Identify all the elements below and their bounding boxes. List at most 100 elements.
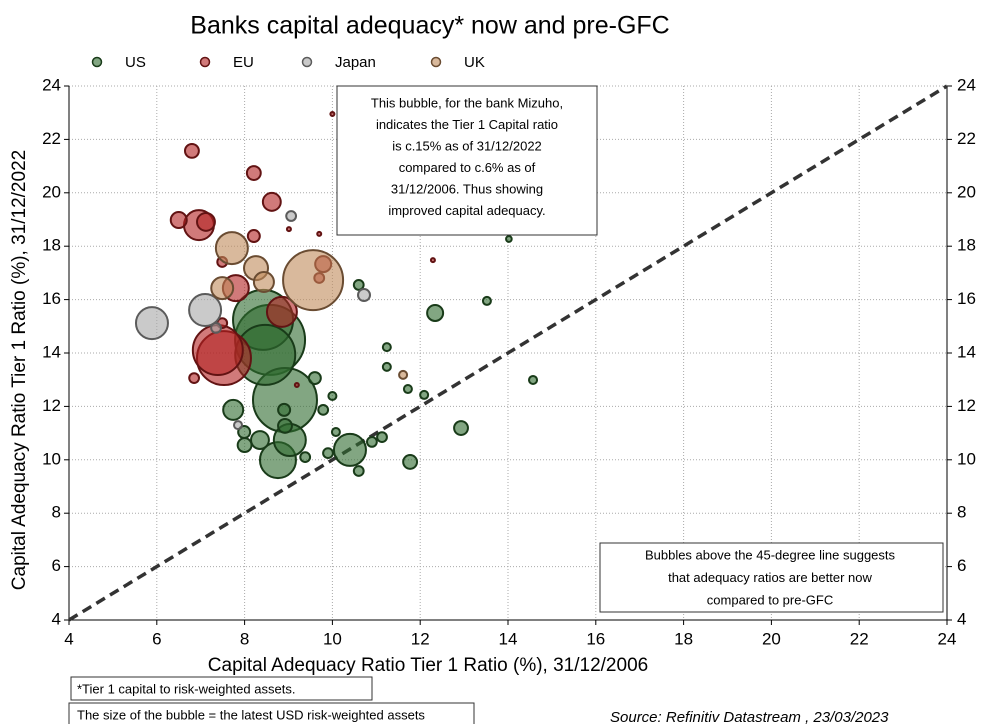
legend-marker: [199, 56, 211, 68]
bubble: [214, 231, 249, 266]
bubble: [285, 210, 298, 222]
footnote: *Tier 1 capital to risk-weighted assets.: [77, 681, 295, 696]
source: Source: Refinitiv Datastream , 23/03/202…: [610, 709, 889, 724]
legend-label: UK: [464, 54, 485, 71]
x-tick-label: 12: [411, 629, 430, 648]
bubble: [210, 322, 222, 334]
y-tick-label: 12: [42, 396, 61, 415]
bubble: [245, 165, 262, 181]
footnote-box: [70, 676, 373, 701]
annotation: 31/12/2006. Thus showing: [391, 181, 543, 196]
bubble: [316, 230, 323, 237]
annotation: compared to c.6% as of: [399, 160, 536, 175]
bubble: [381, 361, 392, 372]
x-tick-label: 24: [938, 629, 957, 648]
annotation: Bubbles above the 45-degree line suggest…: [645, 547, 896, 562]
x-tick-label: 10: [323, 629, 342, 648]
bubble: [134, 306, 169, 341]
x-tick-label: 6: [152, 629, 161, 648]
reference-line: [68, 84, 948, 622]
bubble: [429, 257, 436, 264]
bubble: [246, 229, 261, 244]
bubble: [293, 382, 300, 389]
bubble: [285, 226, 292, 233]
annotation-box: [599, 542, 944, 613]
bubble: [265, 295, 298, 328]
bubble: [330, 427, 341, 438]
y-tick-label: 12: [957, 396, 976, 415]
bubble: [236, 437, 253, 454]
legend-marker: [430, 56, 442, 68]
bubble: [357, 288, 372, 303]
x-tick-label: 18: [674, 629, 693, 648]
bubble: [426, 303, 445, 322]
bubble: [453, 420, 469, 436]
x-tick-label: 14: [499, 629, 518, 648]
bubble: [402, 384, 413, 395]
bubble: [317, 403, 330, 416]
y-tick-label: 18: [957, 236, 976, 255]
bubble: [419, 389, 430, 400]
x-tick-label: 4: [64, 629, 73, 648]
x-tick-label: 22: [850, 629, 869, 648]
y-tick-label: 8: [957, 503, 966, 522]
y-tick-label: 10: [42, 449, 61, 468]
bubble: [352, 465, 365, 477]
axis-frame: [68, 86, 948, 621]
footnote: The size of the bubble = the latest USD …: [77, 707, 425, 722]
y-tick-label: 22: [957, 129, 976, 148]
legend-label: Japan: [335, 54, 376, 71]
y-tick-label: 6: [957, 556, 966, 575]
bubble: [398, 369, 409, 380]
bubble: [188, 293, 223, 328]
bubble: [402, 454, 419, 470]
bubble: [277, 417, 293, 434]
annotation: is c.15% as of 31/12/2022: [392, 138, 542, 153]
legend-marker: [301, 56, 313, 68]
bubble: [329, 111, 336, 118]
bubble: [366, 436, 378, 448]
y-tick-label: 14: [42, 342, 61, 361]
bubble: [233, 420, 244, 431]
bubble: [237, 425, 252, 440]
bubble: [252, 270, 275, 293]
annotation: This bubble, for the bank Mizuho,: [371, 95, 563, 110]
annotation-box: [336, 85, 598, 236]
bubble: [299, 451, 312, 464]
bubble: [282, 249, 345, 312]
y-tick-label: 14: [957, 342, 976, 361]
bubble: [183, 142, 200, 159]
bubble: [222, 398, 245, 421]
bubble: [250, 430, 270, 450]
y-tick-label: 4: [957, 609, 966, 628]
y-axis-label: Capital Adequacy Ratio Tier 1 Ratio (%),…: [9, 150, 30, 590]
annotation: improved capital adequacy.: [388, 203, 545, 218]
y-tick-label: 8: [52, 503, 61, 522]
bubble: [188, 372, 201, 384]
y-tick-label: 20: [42, 182, 61, 201]
y-tick-label: 10: [957, 449, 976, 468]
legend-label: US: [125, 54, 146, 71]
y-tick-label: 18: [42, 236, 61, 255]
bubble: [376, 431, 388, 444]
x-tick-label: 20: [762, 629, 781, 648]
bubble: [381, 342, 392, 353]
y-tick-label: 4: [52, 609, 61, 628]
y-tick-label: 6: [52, 556, 61, 575]
x-tick-label: 16: [586, 629, 605, 648]
annotation: indicates the Tier 1 Capital ratio: [376, 117, 558, 132]
annotation: compared to pre-GFC: [707, 592, 833, 607]
bubble: [332, 432, 367, 467]
bubble: [352, 279, 365, 291]
bubble: [277, 402, 292, 417]
footnote-box: [68, 702, 475, 724]
bubble: [210, 276, 235, 301]
y-tick-label: 24: [42, 75, 61, 94]
chart-title: Banks capital adequacy* now and pre-GFC: [190, 12, 669, 40]
bubble: [481, 295, 492, 306]
y-tick-label: 22: [42, 129, 61, 148]
legend-marker: [91, 56, 103, 68]
bubble: [322, 447, 334, 460]
bubble: [307, 371, 322, 386]
